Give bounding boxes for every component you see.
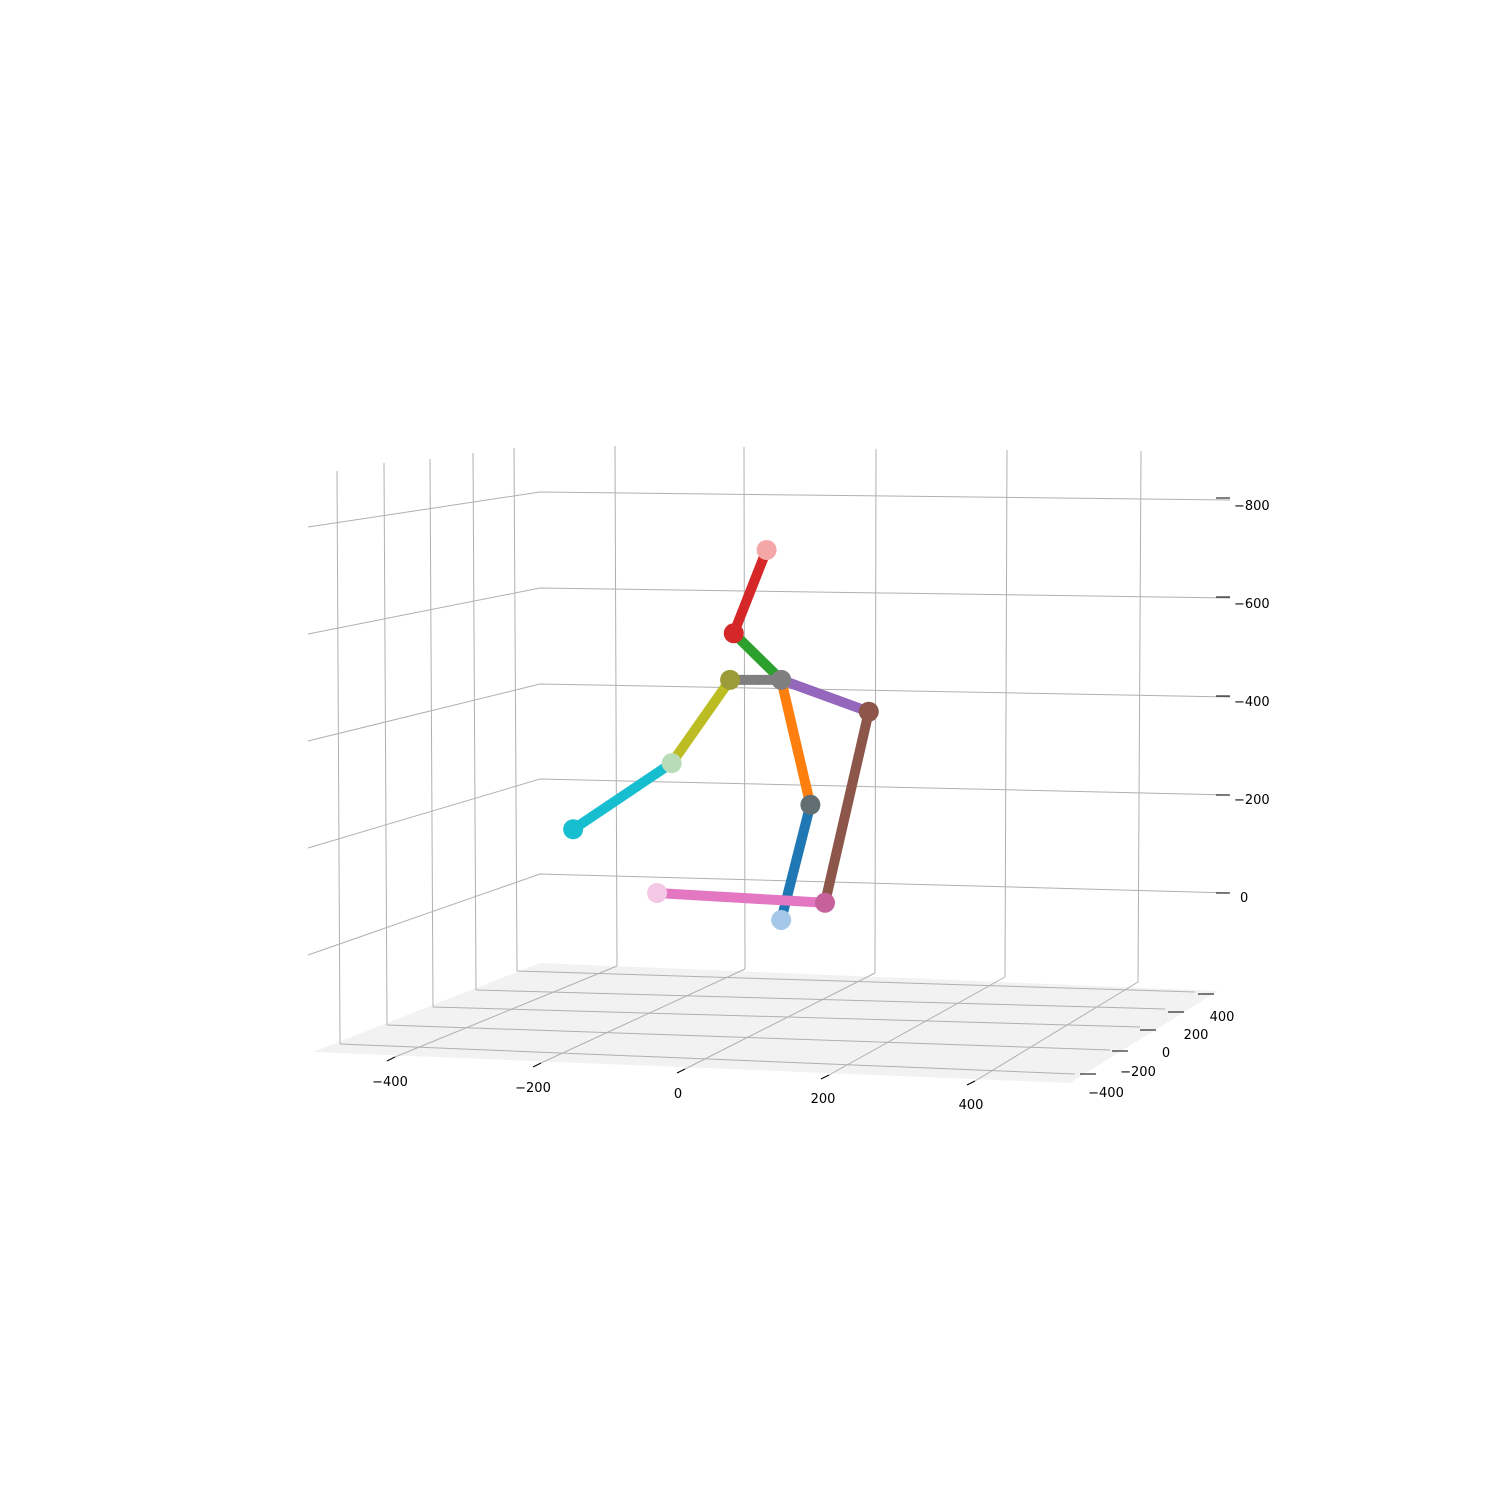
z-grid-line — [307, 873, 1231, 956]
bone-right-hand-left-foot — [656, 888, 826, 908]
z-grid-line — [307, 491, 1231, 528]
z-grid-line — [307, 683, 1231, 742]
x-tick-label: 0 — [674, 1087, 682, 1102]
y-tick-label: −400 — [1088, 1086, 1124, 1101]
floor-pane — [313, 963, 1218, 1083]
z-tick-label: −600 — [1234, 597, 1270, 612]
z-tick-label: −800 — [1234, 499, 1270, 514]
y-tick-label: 0 — [1162, 1046, 1170, 1061]
bone-neck-shoulder-center — [730, 629, 785, 684]
x-tick-label: −200 — [515, 1081, 551, 1096]
y-grid-vertical — [513, 447, 518, 972]
y-grid-vertical — [336, 470, 341, 1045]
floor-grid-y — [475, 989, 1166, 1010]
joint-right-knee — [800, 794, 821, 815]
y-grid-vertical — [472, 452, 477, 991]
x-grid-vertical — [1137, 450, 1142, 983]
z-tick-label: 0 — [1240, 891, 1248, 906]
floor-grid-y — [516, 970, 1196, 993]
bone-right-shoulder-right-hand — [820, 710, 874, 904]
y-grid-vertical — [383, 462, 388, 1026]
z-tick-label: −400 — [1234, 695, 1270, 710]
z-grid-line — [307, 587, 1231, 635]
floor-grid-y — [432, 1006, 1141, 1028]
x-tick-mark — [386, 1056, 396, 1062]
bone-shoulder-center-right-knee — [776, 678, 816, 806]
x-grid-vertical — [1004, 449, 1008, 978]
bone-shoulder-center-right-shoulder — [779, 675, 871, 717]
joint-right-hand — [815, 892, 835, 913]
joint-left-foot — [647, 883, 668, 903]
x-tick-mark — [532, 1062, 542, 1068]
x-tick-label: −400 — [372, 1075, 408, 1090]
floor-grid-y — [339, 1043, 1076, 1075]
x-tick-mark — [820, 1074, 830, 1080]
bone-left-shoulder-left-elbow — [667, 676, 735, 767]
x-tick-label: 400 — [959, 1098, 984, 1113]
floor-grid-x — [974, 981, 1139, 1082]
y-tick-label: 200 — [1184, 1028, 1209, 1043]
z-tick-label: −200 — [1234, 793, 1270, 808]
z-grid-line — [307, 778, 1231, 849]
joint-left-hand — [563, 819, 584, 840]
joint-left-shoulder — [720, 669, 741, 690]
bone-layer — [570, 548, 874, 922]
floor-grid-y — [386, 1024, 1111, 1051]
x-tick-mark — [676, 1068, 686, 1074]
joint-layer — [563, 540, 879, 930]
joint-shoulder-center — [771, 669, 792, 690]
joint-left-elbow — [661, 753, 682, 774]
floor-grid-x — [828, 976, 1006, 1076]
floor-grid-x — [394, 965, 618, 1058]
joint-right-foot — [771, 909, 792, 930]
x-grid-vertical — [743, 446, 746, 970]
y-tick-label: −200 — [1120, 1065, 1156, 1080]
floor-grid-x — [540, 968, 746, 1064]
x-tick-label: 200 — [811, 1092, 836, 1107]
joint-right-shoulder — [858, 701, 879, 722]
joint-head — [756, 540, 777, 560]
y-tick-label: 400 — [1210, 1010, 1235, 1025]
x-tick-mark — [966, 1080, 976, 1086]
bone-left-elbow-left-hand — [570, 758, 675, 834]
bone-head-neck — [729, 548, 772, 636]
floor-grid-x — [684, 972, 876, 1070]
x-grid-vertical — [614, 445, 618, 967]
joint-neck — [723, 623, 744, 644]
y-grid-vertical — [429, 458, 434, 1008]
